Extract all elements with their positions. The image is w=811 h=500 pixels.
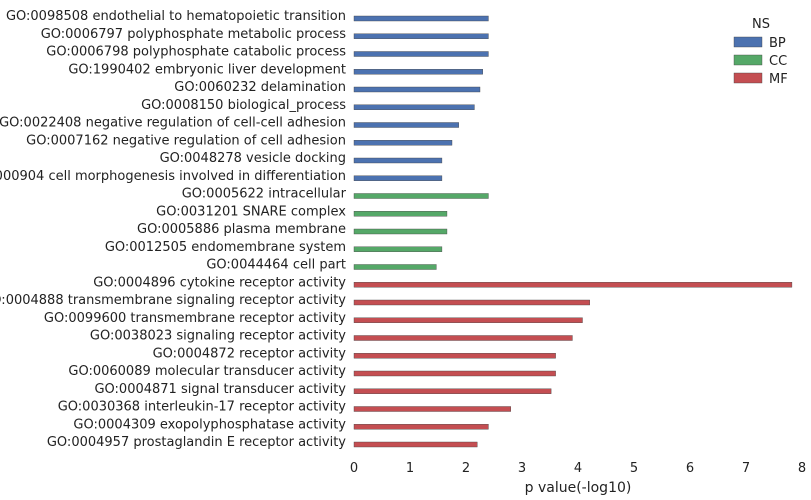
legend: NS BP CC MF bbox=[733, 17, 788, 87]
legend-label: MF bbox=[769, 72, 788, 87]
x-tick-labels-layer: 0 1 2 3 4 5 6 7 8 bbox=[350, 461, 806, 476]
category-label: GO:0000904 cell morphogenesis involved i… bbox=[0, 169, 346, 184]
category-label: GO:0004871 signal transducer activity bbox=[94, 382, 346, 397]
category-labels-layer: GO:0098508 endothelial to hematopoietic … bbox=[0, 9, 347, 450]
category-label: GO:0004957 prostaglandin E receptor acti… bbox=[47, 435, 346, 450]
category-label: GO:0060232 delamination bbox=[174, 80, 346, 95]
category-label: GO:0099600 transmembrane receptor activi… bbox=[44, 311, 346, 326]
category-label: GO:0031201 SNARE complex bbox=[156, 204, 346, 219]
bar-bp bbox=[353, 15, 489, 22]
category-label: GO:0044464 cell part bbox=[206, 258, 346, 273]
x-tick-label: 2 bbox=[462, 461, 470, 476]
bar-mf bbox=[353, 370, 556, 377]
category-label: GO:0006797 polyphosphate metabolic proce… bbox=[41, 27, 347, 42]
bar-bp bbox=[353, 69, 484, 75]
bar-cc bbox=[353, 246, 443, 252]
bar-mf bbox=[353, 388, 552, 394]
category-label: GO:0005886 plasma membrane bbox=[137, 222, 346, 237]
category-label: GO:0006798 polyphosphate catabolic proce… bbox=[46, 45, 346, 60]
category-label: GO:0004896 cytokine receptor activity bbox=[93, 275, 346, 290]
legend-swatch-cc bbox=[733, 54, 763, 66]
bar-bp bbox=[353, 86, 481, 93]
category-label: GO:0004872 receptor activity bbox=[153, 346, 347, 361]
x-tick-label: 6 bbox=[686, 461, 694, 476]
bar-cc bbox=[353, 211, 448, 217]
bar-mf bbox=[353, 424, 489, 430]
category-label: GO:0004309 exopolyphosphatase activity bbox=[73, 417, 346, 432]
bar-mf bbox=[353, 353, 556, 359]
legend-swatch-mf bbox=[733, 72, 763, 84]
category-label: GO:0005622 intracellular bbox=[182, 187, 347, 202]
bar-mf bbox=[353, 299, 590, 306]
bar-cc bbox=[353, 193, 489, 199]
category-label: GO:0060089 molecular transducer activity bbox=[68, 364, 346, 379]
category-label: GO:0030368 interleukin-17 receptor activ… bbox=[58, 400, 347, 415]
x-axis-label: p value(-log10) bbox=[525, 480, 632, 496]
bar-bp bbox=[353, 51, 489, 57]
bar-bp bbox=[353, 104, 475, 110]
bar-bp bbox=[353, 140, 453, 146]
bar-bp bbox=[353, 122, 459, 128]
category-label: GO:0022408 negative regulation of cell-c… bbox=[0, 116, 346, 131]
bar-cc bbox=[353, 264, 437, 270]
category-label: GO:0012505 endomembrane system bbox=[105, 240, 346, 255]
category-label: GO:0008150 biological_process bbox=[141, 98, 346, 113]
x-tick-label: 1 bbox=[406, 461, 414, 476]
category-label: GO:0038023 signaling receptor activity bbox=[90, 329, 346, 344]
category-label: GO:0004888 transmembrane signaling recep… bbox=[0, 293, 346, 308]
x-tick-label: 4 bbox=[574, 461, 582, 476]
bar-cc bbox=[353, 228, 448, 235]
category-label: GO:0007162 negative regulation of cell a… bbox=[26, 133, 346, 148]
legend-swatch-bp bbox=[733, 36, 763, 48]
legend-label: CC bbox=[769, 54, 787, 69]
bar-mf bbox=[353, 406, 512, 412]
x-tick-label: 7 bbox=[742, 461, 750, 476]
category-label: GO:0098508 endothelial to hematopoietic … bbox=[6, 9, 346, 24]
bar-bp bbox=[353, 33, 489, 39]
legend-title: NS bbox=[752, 17, 770, 32]
bar-bp bbox=[353, 157, 443, 164]
x-tick-label: 8 bbox=[798, 461, 806, 476]
bar-mf bbox=[353, 282, 793, 288]
bars-layer bbox=[353, 15, 793, 448]
bar-mf bbox=[353, 441, 478, 448]
legend-label: BP bbox=[769, 36, 786, 51]
bar-bp bbox=[353, 175, 443, 181]
x-tick-label: 0 bbox=[350, 461, 358, 476]
bar-mf bbox=[353, 317, 583, 323]
category-label: GO:1990402 embryonic liver development bbox=[68, 62, 346, 77]
category-label: GO:0048278 vesicle docking bbox=[160, 151, 346, 166]
bar-mf bbox=[353, 335, 573, 341]
x-tick-label: 3 bbox=[518, 461, 526, 476]
x-tick-label: 5 bbox=[630, 461, 638, 476]
